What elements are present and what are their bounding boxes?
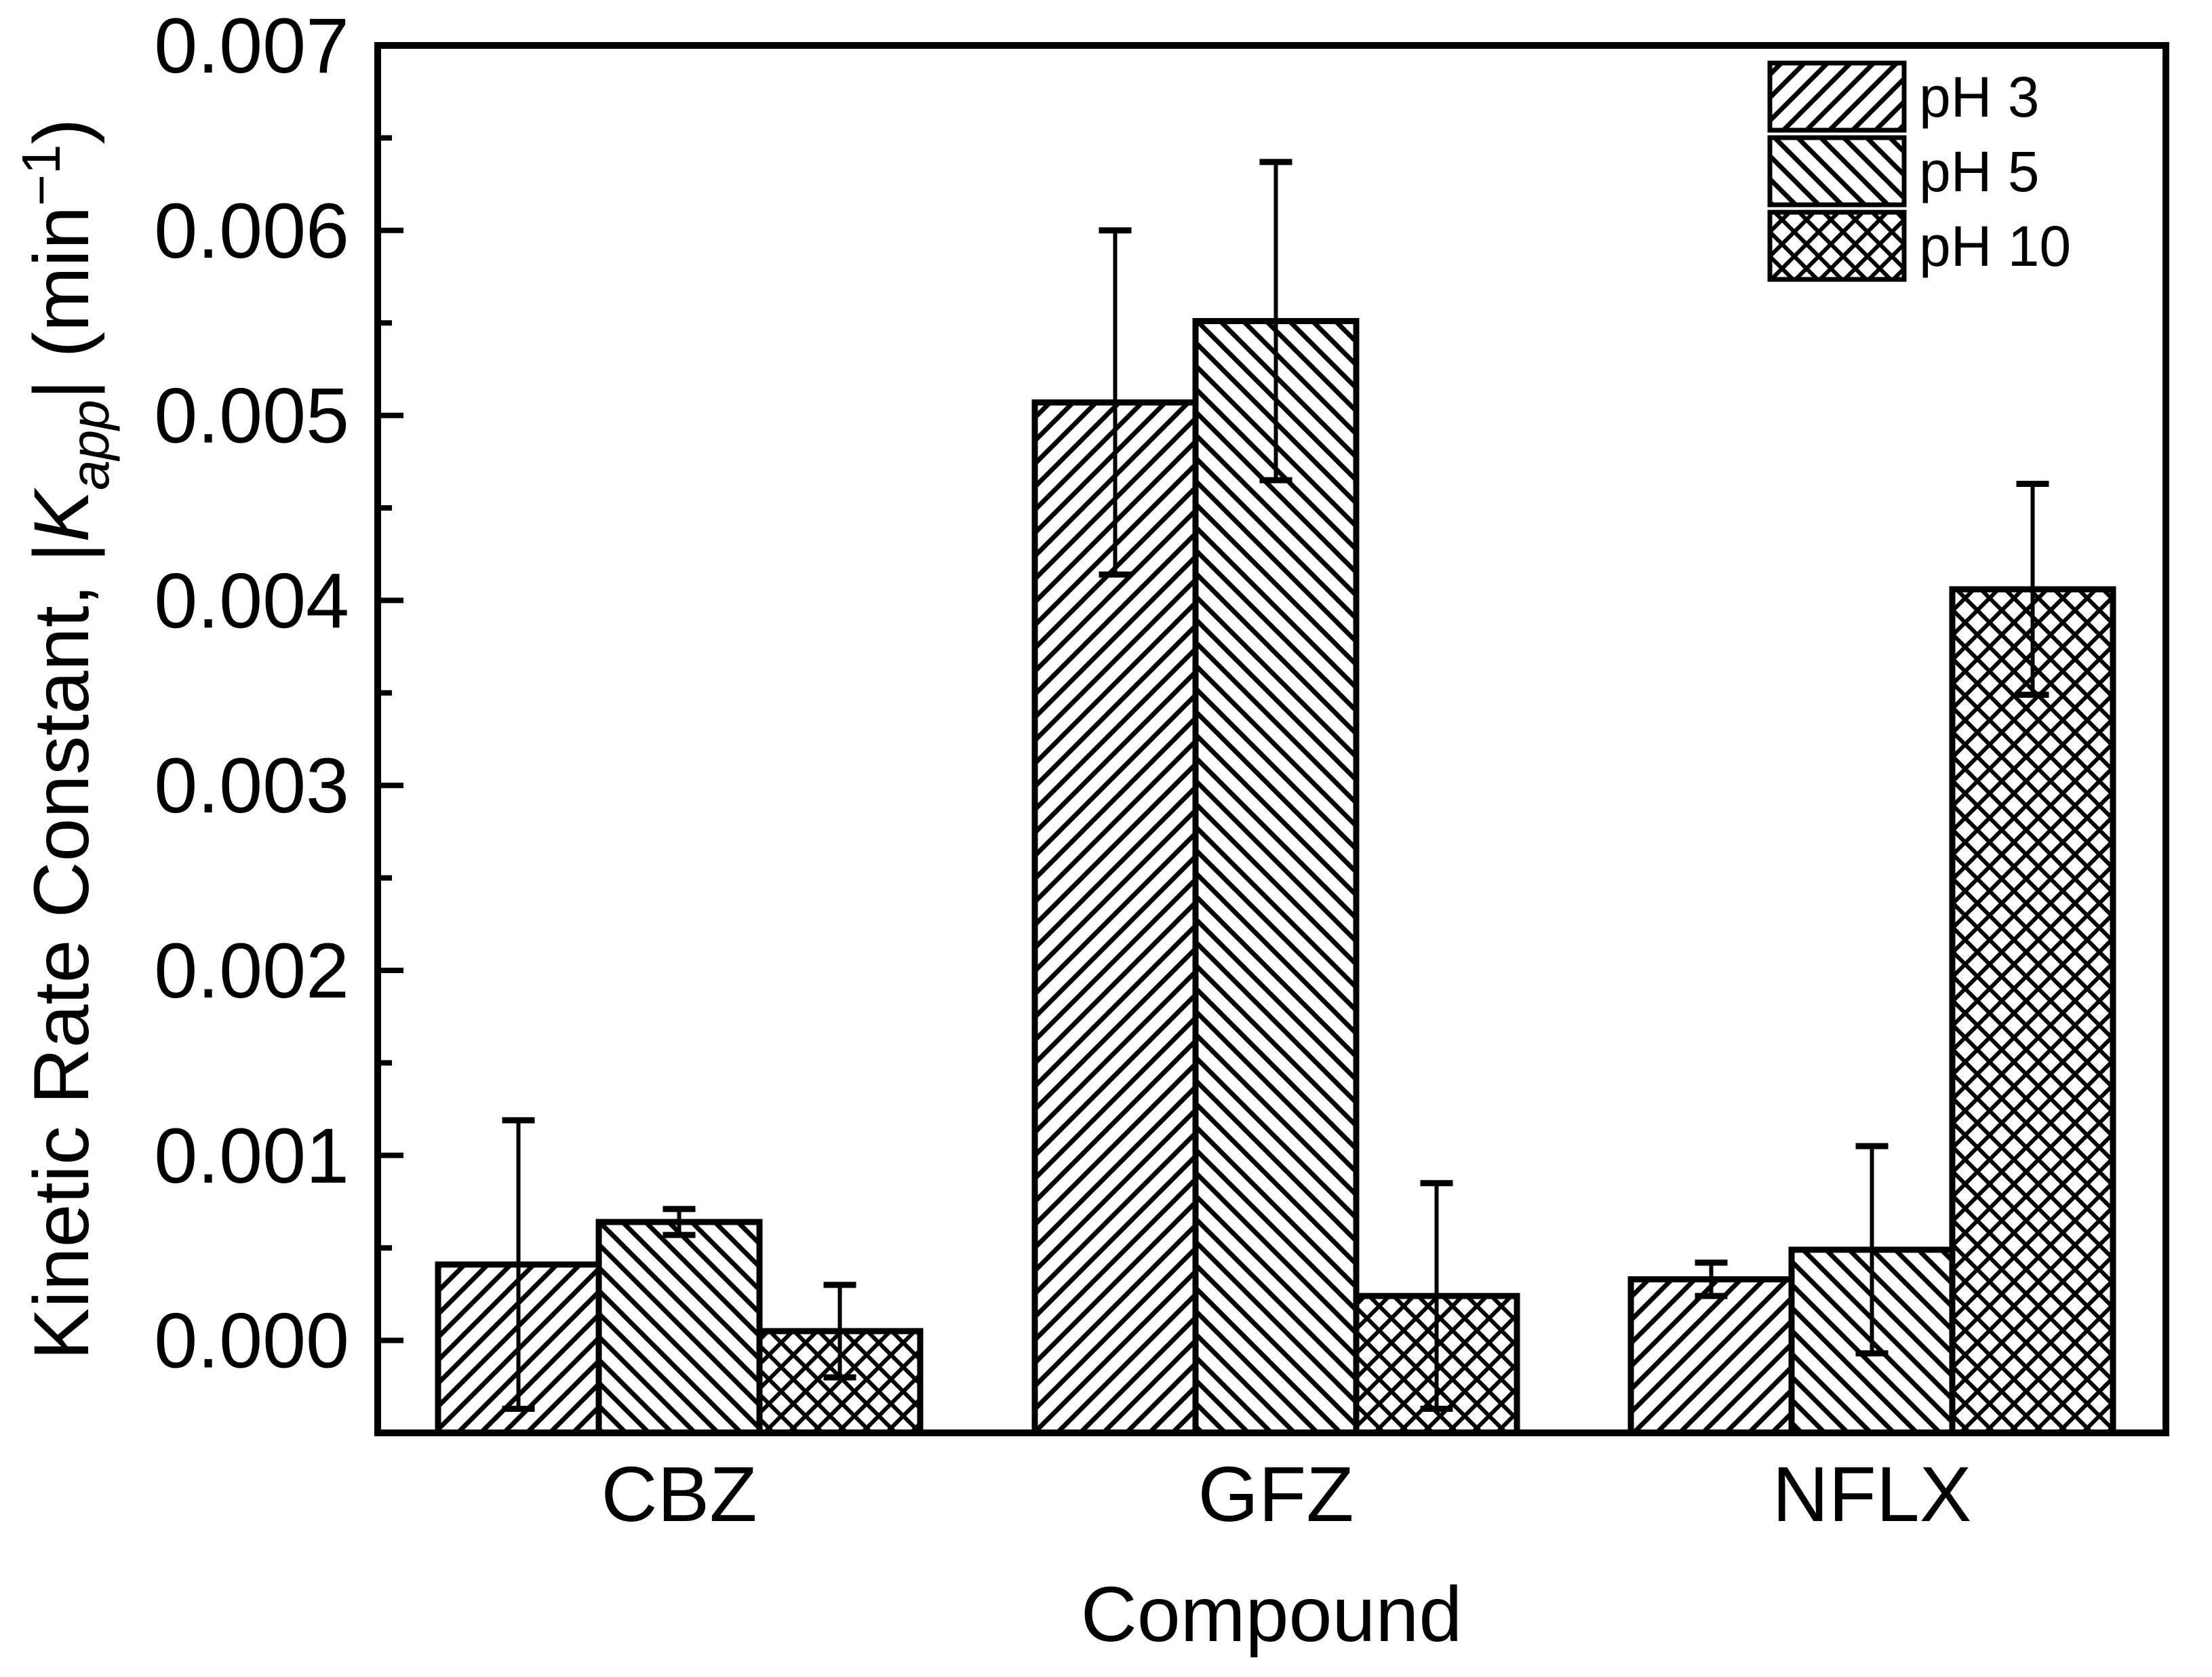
x-category-label-CBZ: CBZ [601, 1451, 757, 1538]
legend-label-ph3: pH 3 [1919, 65, 2039, 129]
legend-item-ph3: pH 3 [1767, 60, 2039, 133]
legend-item-ph10: pH 10 [1767, 210, 2071, 282]
legend-swatch-diagonal-down-icon [1767, 135, 1907, 208]
error-bar-CBZ-pH5 [663, 1206, 696, 1238]
bar-NFLX-pH3 [1627, 1276, 1795, 1436]
x-axis-category-labels: CBZ GFZ NFLX [601, 1451, 1972, 1538]
legend: pH 3 pH 5 pH 10 [1767, 60, 2071, 282]
y-title-superscript: −1 [11, 144, 71, 206]
y-axis-tick-labels: 0.000 0.001 0.002 0.003 0.004 0.005 0.006 0.007 [154, 3, 349, 1385]
error-bars-layer [502, 159, 2049, 1413]
y-tick-label-0.004: 0.004 [154, 557, 349, 644]
error-bar-NFLX-pH3 [1695, 1259, 1728, 1299]
x-axis-title: Compound [1081, 1571, 1463, 1658]
legend-swatch-diagonal-up-icon [1767, 60, 1907, 133]
bars-layer [435, 317, 2116, 1436]
y-tick-label-0.001: 0.001 [154, 1113, 349, 1200]
plot-border [374, 42, 2169, 1436]
y-title-pre: Kinetic Rate Constant, | [18, 542, 105, 1360]
y-title-symbol: K [18, 488, 105, 542]
y-title-subscript: app [60, 399, 120, 490]
bar-NFLX-pH10 [1949, 586, 2116, 1436]
y-title-post: ) [18, 118, 105, 144]
error-bar-NFLX-pH10 [2016, 481, 2049, 698]
y-tick-label-0.006: 0.006 [154, 188, 349, 275]
error-bar-CBZ-pH3 [502, 1117, 535, 1413]
error-bar-CBZ-pH10 [823, 1282, 856, 1381]
y-axis-ticks [378, 43, 403, 1343]
x-category-label-NFLX: NFLX [1773, 1451, 1972, 1538]
error-bar-NFLX-pH5 [1855, 1143, 1889, 1357]
legend-label-ph5: pH 5 [1919, 140, 2039, 203]
x-category-label-GFZ: GFZ [1198, 1451, 1354, 1538]
legend-swatch-crosshatch-icon [1767, 210, 1907, 282]
y-tick-label-0.005: 0.005 [154, 373, 349, 460]
y-title-mid: | (min [18, 206, 105, 399]
y-axis-title: Kinetic Rate Constant, |Kapp| (min−1) [11, 118, 120, 1360]
y-tick-label-0.003: 0.003 [154, 743, 349, 829]
bar-GFZ-pH5 [1192, 317, 1360, 1436]
legend-label-ph10: pH 10 [1919, 214, 2071, 278]
bar-CBZ-pH5 [595, 1219, 763, 1436]
y-tick-label-0.002: 0.002 [154, 928, 349, 1014]
y-tick-label-0.000: 0.000 [154, 1298, 349, 1385]
legend-item-ph5: pH 5 [1767, 135, 2039, 208]
error-bar-GFZ-pH3 [1099, 227, 1132, 578]
error-bar-GFZ-pH10 [1420, 1180, 1453, 1413]
y-tick-label-0.007: 0.007 [154, 3, 349, 90]
error-bar-GFZ-pH5 [1259, 159, 1292, 484]
